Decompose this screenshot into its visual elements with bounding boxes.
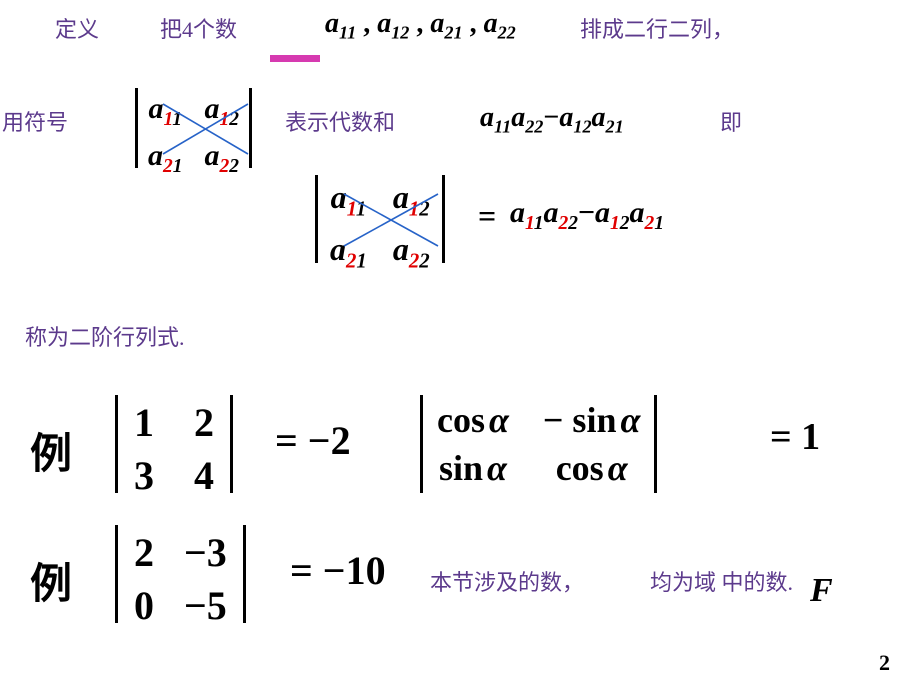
- text-note2: 均为域 中的数.: [650, 565, 793, 597]
- det-symbol-1: a11 a12 a21 a22: [135, 88, 252, 182]
- magenta-underline: [270, 55, 320, 62]
- det-ex1: 1 2 3 4: [115, 395, 233, 503]
- a-list: a11 , a12 , a21 , a22: [325, 8, 516, 44]
- field-F: F: [810, 572, 833, 610]
- text-called: 称为二阶行列式.: [25, 320, 185, 352]
- det-symbol-2: a11 a12 a21 a22: [315, 175, 445, 278]
- text-note1: 本节涉及的数，: [430, 565, 584, 597]
- det-grid-1: a11 a12 a21 a22: [138, 88, 249, 182]
- ex2-result: = 1: [770, 415, 820, 459]
- ex-label-1: 例: [30, 420, 72, 481]
- text-represent: 表示代数和: [285, 105, 395, 137]
- algebra-sum-2: a11a22−a12a21: [510, 196, 664, 235]
- page-number: 2: [879, 650, 890, 676]
- text-definition: 定义: [55, 12, 99, 44]
- algebra-sum-1: a11a22−a12a21: [480, 102, 624, 138]
- det-ex3: 2 −3 0 −5: [115, 525, 246, 633]
- text-put4: 把4个数: [160, 12, 237, 44]
- det-ex2: cosα − sinα sinα cosα: [420, 395, 657, 493]
- text-use-symbol: 用符号: [2, 105, 68, 137]
- text-ji: 即: [720, 105, 742, 137]
- text-arrange: 排成二行二列，: [580, 12, 734, 44]
- ex1-result: = −2: [275, 417, 351, 464]
- ex3-result: = −10: [290, 547, 386, 594]
- ex-label-2: 例: [30, 550, 72, 611]
- equals-1: =: [478, 198, 496, 235]
